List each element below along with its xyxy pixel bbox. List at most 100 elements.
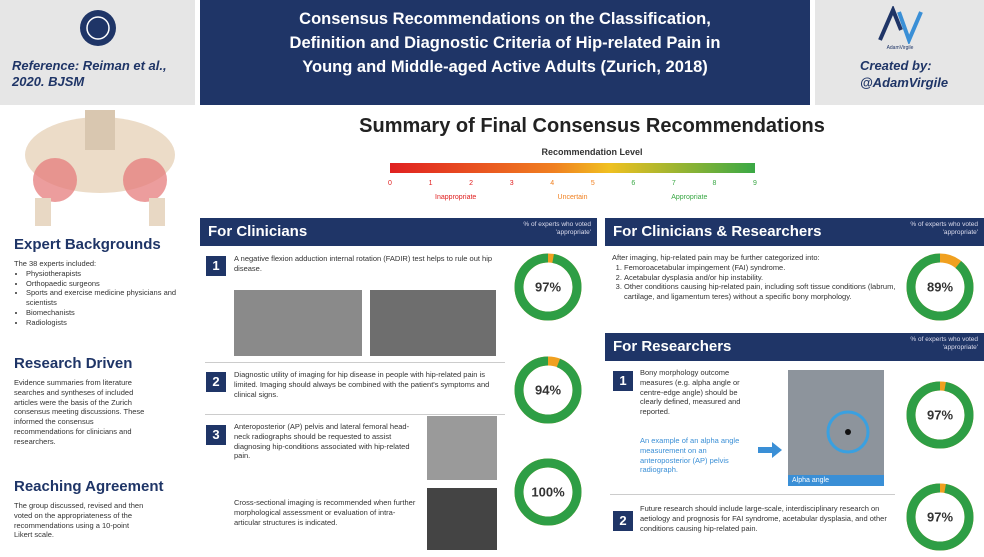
list-item: Radiologists — [26, 318, 184, 328]
donut-chart: 97% — [905, 482, 975, 552]
scale-tick: 1 — [426, 180, 436, 187]
item-text: Bony morphology outcome measures (e.g. a… — [640, 368, 755, 417]
scale-label: Inappropriate — [416, 194, 496, 201]
title-box: Consensus Recommendations on the Classif… — [200, 0, 810, 105]
scale-label: Uncertain — [533, 194, 613, 201]
donut-label: 97% — [927, 509, 953, 524]
creator-box: AdamVirgile Created by:@AdamVirgile — [815, 0, 984, 105]
donut-chart: 89% — [905, 252, 975, 322]
scale-tick: 7 — [669, 180, 679, 187]
intro: After imaging, hip-related pain may be f… — [612, 253, 902, 263]
item-number: 1 — [613, 371, 633, 391]
item-text: Future research should include large-sca… — [640, 504, 890, 533]
scale-title: Recommendation Level — [200, 147, 984, 157]
section-heading: Reaching Agreement — [14, 478, 163, 495]
arrow — [758, 442, 782, 458]
vote-donut: 100% — [513, 457, 583, 532]
list-item: Sports and exercise medicine physicians … — [26, 288, 184, 308]
backgrounds-list: PhysiotherapistsOrthopaedic surgeonsSpor… — [14, 269, 184, 328]
donut-chart: 97% — [513, 252, 583, 322]
alpha-angle-drawing — [788, 370, 884, 486]
list-item: Acetabular dysplasia and/or hip instabil… — [624, 273, 902, 283]
reference-box: Reference: Reiman et al., 2020. BJSM — [0, 0, 195, 105]
separator — [205, 414, 505, 415]
xray — [427, 416, 497, 480]
band-heading: For Clinicians & Researchers — [613, 223, 821, 240]
item-note: An example of an alpha angle measurement… — [640, 436, 755, 475]
photo — [234, 290, 362, 356]
title-line: Definition and Diagnostic Criteria of Hi… — [200, 32, 810, 56]
band-heading: For Researchers — [613, 338, 731, 355]
scale-tick: 9 — [750, 180, 760, 187]
vote-donut: 97% — [905, 380, 975, 455]
separator — [205, 362, 505, 363]
cr-text: After imaging, hip-related pain may be f… — [612, 253, 902, 302]
vote-donut: 97% — [905, 482, 975, 557]
donut-chart: 94% — [513, 355, 583, 425]
photo — [370, 290, 496, 356]
image-caption: Alpha angle — [788, 475, 884, 486]
list-item: Physiotherapists — [26, 269, 184, 279]
list-item: Femoroacetabular impingement (FAI) syndr… — [624, 263, 902, 273]
creator-logo — [875, 6, 925, 44]
item-text: A negative flexion adduction internal ro… — [234, 254, 494, 274]
vote-note: % of experts who voted 'appropriate' — [883, 336, 978, 352]
agreement-text: The group discussed, revised and then vo… — [14, 501, 149, 540]
pelvis-illustration — [15, 110, 185, 228]
item-number: 2 — [613, 511, 633, 531]
item-text: Cross-sectional imaging is recommended w… — [234, 498, 419, 527]
vote-note: % of experts who voted 'appropriate' — [883, 221, 978, 237]
section-band: For Researchers % of experts who voted 'a… — [605, 333, 984, 361]
item-number: 1 — [206, 256, 226, 276]
scale-tick: 6 — [628, 180, 638, 187]
donut-chart: 97% — [905, 380, 975, 450]
logo-caption: AdamVirgile — [875, 45, 925, 51]
item-text: Anteroposterior (AP) pelvis and lateral … — [234, 422, 419, 461]
backgrounds-text: The 38 experts included: Physiotherapist… — [14, 259, 184, 327]
scale-tick: 3 — [507, 180, 517, 187]
creator: Created by:@AdamVirgile — [860, 58, 948, 92]
categories-list: Femoroacetabular impingement (FAI) syndr… — [612, 263, 902, 302]
donut-label: 97% — [927, 407, 953, 422]
research-text: Evidence summaries from literature searc… — [14, 378, 149, 446]
item-number: 2 — [206, 372, 226, 392]
scale-tick: 5 — [588, 180, 598, 187]
xray: Alpha angle — [788, 370, 884, 486]
item-text: Diagnostic utility of imaging for hip di… — [234, 370, 499, 399]
list-item: Biomechanists — [26, 308, 184, 318]
donut-label: 94% — [535, 382, 561, 397]
scale-bar — [390, 163, 755, 173]
vote-note: % of experts who voted 'appropriate' — [496, 221, 591, 237]
list-item: Orthopaedic surgeons — [26, 279, 184, 289]
separator — [610, 494, 895, 495]
title-line: Young and Middle-aged Active Adults (Zur… — [200, 56, 810, 80]
created-by: Created by: — [860, 58, 948, 75]
reference: Reference: Reiman et al., 2020. BJSM — [12, 58, 187, 91]
author: @AdamVirgile — [860, 75, 948, 92]
journal-logo — [78, 8, 118, 48]
band-heading: For Clinicians — [208, 223, 307, 240]
title-line: Consensus Recommendations on the Classif… — [200, 8, 810, 32]
donut-chart: 100% — [513, 457, 583, 527]
scale-tick: 0 — [385, 180, 395, 187]
section-band: For Clinicians & Researchers % of experts… — [605, 218, 984, 246]
summary-title: Summary of Final Consensus Recommendatio… — [200, 115, 984, 138]
section-band: For Clinicians % of experts who voted 'ap… — [200, 218, 597, 246]
vote-donut: 89% — [905, 252, 975, 327]
scale-tick: 2 — [466, 180, 476, 187]
intro: The 38 experts included: — [14, 259, 184, 269]
vote-donut: 97% — [513, 252, 583, 327]
vote-donut: 94% — [513, 355, 583, 430]
item-number: 3 — [206, 425, 226, 445]
donut-label: 97% — [535, 279, 561, 294]
scale-label: Appropriate — [649, 194, 729, 201]
section-heading: Research Driven — [14, 355, 132, 372]
donut-label: 100% — [531, 484, 565, 499]
infographic: Reference: Reiman et al., 2020. BJSM Con… — [0, 0, 984, 557]
scale-tick: 4 — [547, 180, 557, 187]
list-item: Other conditions causing hip-related pai… — [624, 282, 902, 302]
mri — [427, 488, 497, 550]
scale-tick: 8 — [709, 180, 719, 187]
donut-label: 89% — [927, 279, 953, 294]
